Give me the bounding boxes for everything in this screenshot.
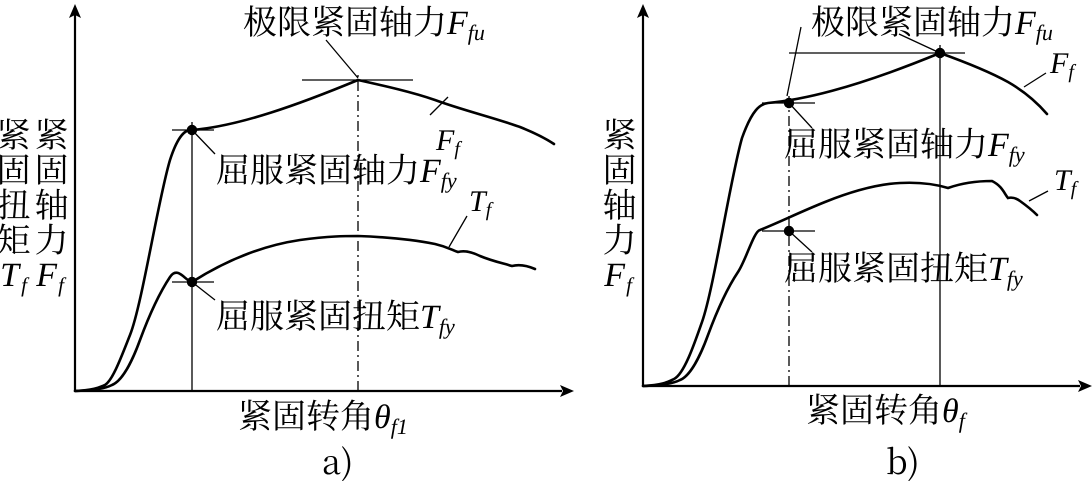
svg-text:a): a) — [322, 435, 353, 481]
svg-text:屈服紧固扭矩Tfy: 屈服紧固扭矩Tfy — [784, 241, 1023, 291]
svg-text:屈服紧固扭矩Tfy: 屈服紧固扭矩Tfy — [216, 289, 455, 339]
svg-text:极限紧固轴力Ffu: 极限紧固轴力Ffu — [243, 0, 485, 45]
svg-text:b): b) — [886, 435, 920, 481]
svg-text:极限紧固轴力Ffu: 极限紧固轴力Ffu — [811, 0, 1053, 45]
